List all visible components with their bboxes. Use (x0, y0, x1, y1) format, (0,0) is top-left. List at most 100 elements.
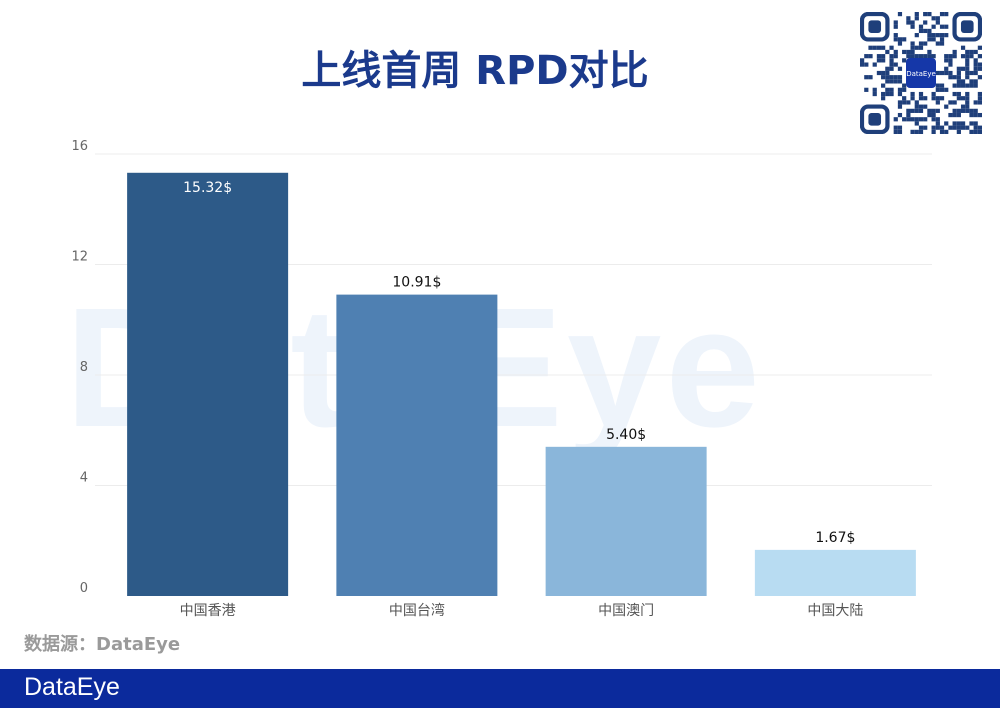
qr-module (965, 54, 970, 59)
qr-module (923, 20, 928, 25)
qr-module (939, 33, 945, 38)
qr-module (939, 87, 945, 92)
qr-module (889, 58, 894, 63)
qr-module (948, 112, 953, 118)
qr-module (906, 112, 911, 118)
qr-module (927, 54, 932, 59)
qr-module (935, 87, 940, 92)
qr-module (918, 41, 924, 46)
qr-module (868, 75, 873, 80)
qr-module (977, 45, 982, 50)
qr-module (910, 24, 915, 29)
qr-module (977, 129, 982, 134)
qr-module (893, 129, 898, 134)
qr-module (956, 91, 961, 97)
qr-module (931, 54, 936, 59)
qr-module (965, 125, 970, 130)
qr-module (910, 108, 915, 113)
qr-module (939, 41, 945, 46)
qr-module (977, 54, 982, 59)
qr-module (914, 100, 919, 105)
qr-module (923, 54, 928, 59)
qr-module (977, 125, 982, 130)
qr-module (948, 54, 953, 59)
qr-module (956, 121, 961, 126)
qr-module (927, 12, 932, 17)
qr-module (881, 45, 886, 50)
qr-module (927, 37, 932, 42)
qr-module (897, 79, 903, 84)
qr-module (960, 108, 966, 113)
qr-module (956, 129, 961, 134)
qr-module (885, 75, 890, 80)
qr-module (965, 108, 970, 113)
qr-module (944, 66, 949, 71)
qr-module (885, 70, 890, 76)
qr-module (956, 79, 961, 84)
qr-module (910, 96, 915, 101)
x-tick-label: 中国澳门 (598, 603, 654, 619)
qr-module (948, 70, 953, 76)
qr-module (902, 96, 907, 101)
qr-module (960, 45, 966, 50)
qr-module (969, 129, 974, 134)
qr-module (885, 91, 890, 97)
qr-module (872, 62, 877, 67)
qr-module (923, 104, 928, 109)
qr-module (893, 117, 898, 122)
qr-module (973, 83, 978, 88)
qr-module (956, 108, 961, 113)
qr-module (965, 104, 970, 109)
qr-module (935, 20, 940, 25)
qr-module (973, 70, 978, 76)
qr-module (944, 104, 949, 109)
qr-module (902, 49, 907, 55)
qr-module (918, 108, 924, 113)
qr-module (906, 49, 911, 55)
qr-module (906, 16, 911, 21)
qr-module (965, 91, 970, 97)
qr-module (918, 45, 924, 50)
qr-module (960, 104, 966, 109)
qr-module (960, 96, 966, 101)
data-label: 5.40$ (606, 427, 646, 443)
qr-module (935, 83, 940, 88)
qr-module (939, 125, 945, 130)
qr-module (893, 49, 898, 55)
qr-module (927, 33, 932, 38)
qr-module (906, 108, 911, 113)
qr-module (897, 87, 903, 92)
qr-module (897, 41, 903, 46)
qr-module (935, 100, 940, 105)
qr-module (914, 33, 919, 38)
qr-module (969, 121, 974, 126)
qr-module (893, 125, 898, 130)
qr-module (868, 54, 873, 59)
qr-module (944, 54, 949, 59)
qr-module (935, 117, 940, 122)
qr-module (910, 117, 915, 122)
qr-module (935, 16, 940, 21)
qr-module (965, 75, 970, 80)
qr-module (918, 24, 924, 29)
qr-module (935, 121, 940, 126)
qr-module (960, 121, 966, 126)
qr-module (952, 91, 957, 97)
qr-module (897, 12, 903, 17)
qr-module (965, 66, 970, 71)
qr-module (889, 91, 894, 97)
qr-module (965, 70, 970, 76)
qr-module (973, 129, 978, 134)
qr-module (973, 100, 978, 105)
qr-module (960, 54, 966, 59)
qr-module (931, 16, 936, 21)
qr-module (914, 12, 919, 17)
qr-module (931, 96, 936, 101)
qr-module (893, 24, 898, 29)
qr-module (931, 108, 936, 113)
qr-module (952, 112, 957, 118)
qr-module (977, 100, 982, 105)
qr-module (889, 75, 894, 80)
qr-module (906, 117, 911, 122)
qr-module (902, 58, 907, 63)
